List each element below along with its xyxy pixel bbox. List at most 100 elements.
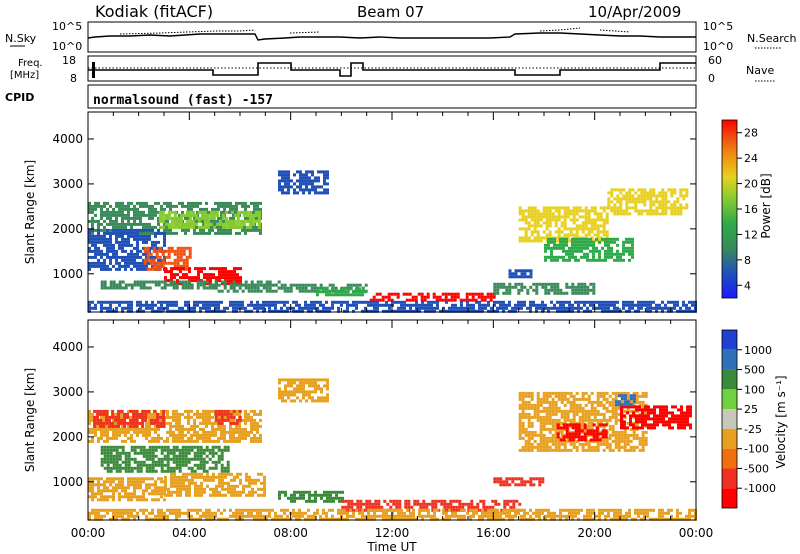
data-cell [248,210,252,214]
data-cell [311,499,314,503]
data-cell [127,409,130,413]
data-cell [551,206,555,210]
data-cell [236,216,240,220]
data-cell [619,212,623,216]
data-cell [251,487,254,491]
data-cell [550,252,553,256]
data-cell [160,409,163,413]
data-cell [179,282,182,286]
data-cell [239,267,242,271]
data-cell [136,222,139,226]
data-cell [325,300,328,304]
data-cell [235,309,238,313]
data-cell [622,243,625,247]
data-cell [136,495,139,499]
data-cell [194,267,197,271]
data-cell [250,436,253,440]
data-cell [604,423,608,427]
data-cell [181,454,185,458]
data-cell [124,454,128,458]
data-cell [211,427,214,431]
data-cell [529,477,533,481]
data-cell [599,206,603,210]
data-cell [527,439,531,443]
data-cell [304,286,308,290]
data-cell [163,480,166,484]
data-cell [257,478,260,482]
data-cell [151,448,155,452]
nsky-label: N.Sky [5,32,37,45]
data-cell [565,249,568,253]
data-cell [136,451,140,455]
data-cell [130,457,134,461]
data-cell [631,206,635,210]
data-cell [496,288,500,292]
data-cell [97,246,100,250]
data-cell [172,454,176,458]
data-cell [598,303,601,307]
data-cell [661,188,665,192]
data-cell [118,486,121,490]
data-cell [238,201,241,205]
data-cell [628,206,632,210]
data-cell [94,427,97,431]
data-cell [583,309,586,313]
data-cell [619,188,623,192]
data-cell [499,282,503,286]
data-cell [374,505,378,509]
data-cell [124,469,128,473]
data-cell [142,309,145,313]
data-cell [106,210,109,214]
data-cell [607,200,611,204]
data-cell [284,170,287,174]
data-cell [527,424,531,428]
data-cell [448,309,451,313]
data-cell [539,400,543,404]
data-cell [88,430,91,434]
data-cell [568,435,572,439]
data-cell [211,415,214,419]
data-cell [643,194,647,198]
data-cell [539,430,543,434]
data-cell [637,188,641,192]
data-cell [188,481,191,485]
data-cell [162,412,166,416]
data-cell [88,486,91,490]
data-cell [535,282,539,286]
data-cell [211,207,214,211]
data-cell [553,285,557,289]
power-colorbar [721,119,738,299]
data-cell [170,484,173,488]
data-cell [169,201,172,205]
data-cell [577,291,581,295]
data-cell [142,267,145,271]
nsky-trace [87,32,696,41]
data-cell [103,466,107,470]
data-cell [193,309,196,313]
data-cell [196,430,199,434]
data-cell [688,300,691,304]
data-cell [581,224,585,228]
data-cell [187,427,190,431]
data-cell [209,475,212,479]
data-cell [551,442,555,446]
data-cell [218,222,222,226]
data-cell [575,445,579,449]
data-cell [142,240,145,244]
data-cell [343,300,346,304]
data-cell [469,309,472,313]
data-cell [335,490,338,494]
data-cell [287,188,290,192]
data-cell [151,246,154,250]
data-cell [502,300,505,304]
data-cell [518,448,522,452]
data-cell [278,179,281,183]
data-cell [133,231,136,235]
data-cell [238,421,241,425]
data-cell [571,303,574,307]
data-cell [236,493,239,497]
data-cell [565,258,568,262]
data-cell [661,194,665,198]
data-cell [148,451,152,455]
data-cell [589,282,593,286]
